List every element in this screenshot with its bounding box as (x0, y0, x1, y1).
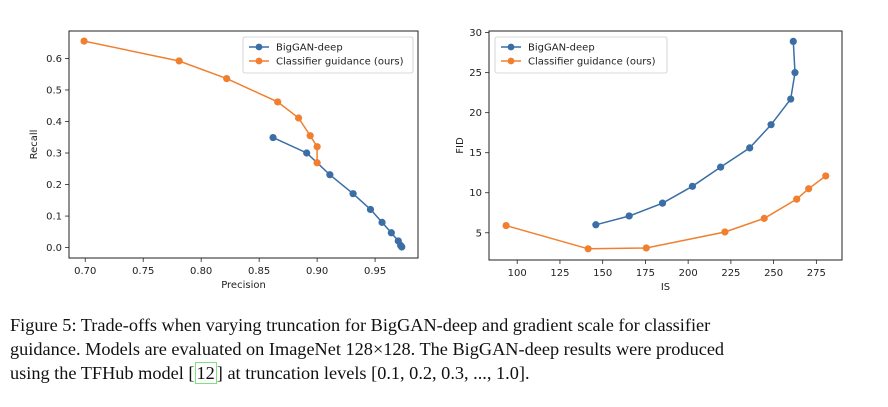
data-point (294, 114, 303, 122)
y-axis-label: FID (455, 137, 466, 154)
caption-line-3-start: using the TFHub model [ (10, 363, 195, 383)
x-tick-label: 125 (550, 268, 569, 279)
y-tick-label: 0.2 (46, 180, 62, 191)
data-point (366, 205, 375, 214)
is-fid-chart: 100 125 150 175 200 225 250 275 5 10 15 20 25 30 IS FID… (444, 0, 888, 300)
legend-label: Classifier guidance (ours) (276, 57, 404, 68)
data-point (349, 190, 357, 198)
series-classifier-guidance (502, 172, 830, 253)
data-point (746, 144, 754, 152)
x-tick-label: 150 (593, 268, 612, 279)
x-axis-label: Precision (221, 280, 266, 291)
caption-line-1: Figure 5: Trade-offs when varying trunca… (10, 315, 711, 335)
x-axis-label: IS (661, 282, 670, 293)
data-point (80, 37, 88, 45)
data-point (791, 69, 799, 77)
data-point (805, 185, 813, 193)
precision-recall-chart: 0.70 0.75 0.80 0.85 0.90 0.95 0.0 0.1 0.2 0.3 0.4 0… (0, 0, 444, 300)
y-tick-label: 15 (469, 148, 482, 159)
precision-recall-plot: 0.70 0.75 0.80 0.85 0.90 0.95 0.0 0.1 0.2 0.3 0.4 0… (29, 30, 419, 291)
x-tick-label: 0.80 (190, 266, 212, 277)
data-point (584, 245, 592, 253)
figure-caption: Figure 5: Trade-offs when varying trunca… (10, 313, 880, 385)
y-tick-label: 0.0 (46, 243, 62, 254)
data-point (760, 214, 768, 222)
legend-label: BigGAN-deep (276, 43, 343, 54)
axes-frame (488, 30, 843, 261)
series-line (505, 175, 827, 250)
data-point (326, 171, 334, 179)
legend: BigGAN-deep Classifier guidance (ours) (494, 36, 668, 74)
data-point (642, 244, 650, 252)
data-point (822, 172, 830, 180)
x-tick-label: 0.90 (306, 266, 328, 277)
legend-box (494, 36, 668, 74)
data-point (787, 95, 795, 103)
caption-line-3-end: ] at truncation levels [0.1, 0.2, 0.3, .… (216, 363, 530, 383)
data-point (303, 149, 311, 157)
data-point (789, 37, 797, 46)
caption-line-2: guidance. Models are evaluated on ImageN… (10, 339, 725, 359)
is-fid-plot: 100 125 150 175 200 225 250 275 5 10 15 20 25 30 IS FID… (455, 28, 843, 293)
y-tick-label: 5 (476, 228, 482, 239)
data-point (721, 228, 729, 236)
y-tick-label: 0.6 (46, 54, 62, 65)
legend-marker (507, 43, 515, 51)
legend-marker (507, 57, 515, 65)
x-tick-label: 0.85 (248, 266, 270, 277)
data-point (688, 182, 697, 190)
series-biggan-deep (269, 133, 406, 251)
data-point (398, 243, 406, 251)
citation-link[interactable]: 12 (194, 362, 217, 384)
legend-marker (255, 57, 263, 65)
data-point (269, 133, 277, 142)
y-tick-label: 0.4 (46, 117, 62, 128)
legend-box (242, 36, 414, 74)
series-biggan-deep (592, 37, 799, 229)
legend-label: Classifier guidance (ours) (528, 57, 656, 68)
legend: BigGAN-deep Classifier guidance (ours) (242, 36, 414, 74)
y-tick-label: 0.5 (46, 85, 62, 96)
data-point (378, 218, 386, 226)
y-tick-label: 25 (469, 68, 482, 79)
data-point (313, 143, 321, 151)
data-point (175, 57, 183, 65)
caption-line-3: using the TFHub model [12] at truncation… (10, 361, 880, 385)
data-point (223, 75, 231, 83)
series-line (272, 136, 403, 248)
y-tick-label: 30 (469, 28, 482, 39)
x-tick-label: 175 (636, 268, 655, 279)
legend-label: BigGAN-deep (528, 43, 595, 54)
data-point (625, 212, 633, 220)
x-tick-label: 250 (764, 268, 783, 279)
data-point (717, 163, 725, 171)
x-tick-label: 0.75 (132, 266, 154, 277)
data-point (767, 121, 775, 129)
y-tick-label: 0.1 (46, 212, 62, 223)
series-classifier-guidance (80, 37, 321, 167)
data-point (274, 98, 282, 106)
series-line (595, 41, 796, 226)
y-tick-label: 0.3 (46, 149, 62, 160)
x-tick-label: 100 (508, 268, 527, 279)
data-point (502, 221, 510, 230)
data-point (592, 221, 600, 229)
legend-marker (255, 43, 263, 51)
y-tick-label: 20 (469, 108, 482, 119)
x-tick-label: 225 (721, 268, 740, 279)
data-point (658, 199, 667, 207)
data-point (387, 229, 395, 237)
x-tick-label: 275 (807, 268, 826, 279)
data-point (306, 132, 314, 140)
axes-frame (68, 30, 419, 259)
x-tick-label: 0.95 (364, 266, 386, 277)
data-point (793, 195, 801, 203)
y-tick-label: 10 (469, 188, 482, 199)
data-point (313, 159, 321, 167)
y-axis-label: Recall (29, 130, 40, 160)
x-tick-label: 0.70 (74, 266, 96, 277)
x-tick-label: 200 (679, 268, 698, 279)
